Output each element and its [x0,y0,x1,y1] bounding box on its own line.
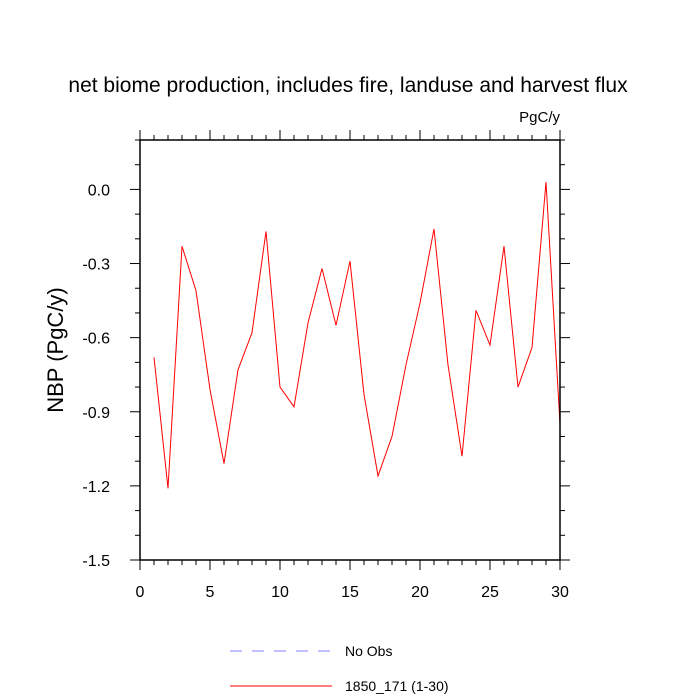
y-tick-label: -0.3 [82,257,110,274]
chart-title: net biome production, includes fire, lan… [68,74,628,97]
legend-label-no-obs: No Obs [345,643,392,659]
tick-labels: 0 5 10 15 20 25 30 0.0 -0.3 -0.6 -0.9 -1.2 -1.5 [82,182,569,601]
axis-ticks [130,130,570,570]
x-tick-label: 10 [271,584,289,601]
y-tick-label: 0.0 [88,182,110,199]
x-tick-label: 25 [481,584,499,601]
series-lines [153,181,561,489]
y-tick-label: -0.9 [82,405,110,422]
x-tick-label: 20 [411,584,429,601]
units-label: PgC/y [519,109,560,126]
x-tick-label: 0 [136,584,145,601]
y-axis-label: NBP (PgC/y) [43,287,68,413]
y-tick-label: -1.2 [82,479,110,496]
legend-label-1850-171: 1850_171 (1-30) [345,678,449,694]
legend: No Obs 1850_171 (1-30) [230,643,449,694]
y-tick-label: -0.6 [82,331,110,348]
plot-frame [139,139,561,561]
x-tick-label: 5 [206,584,215,601]
series-line [153,181,561,489]
x-tick-label: 30 [551,584,569,601]
y-tick-label: -1.5 [82,553,110,570]
x-tick-label: 15 [341,584,359,601]
